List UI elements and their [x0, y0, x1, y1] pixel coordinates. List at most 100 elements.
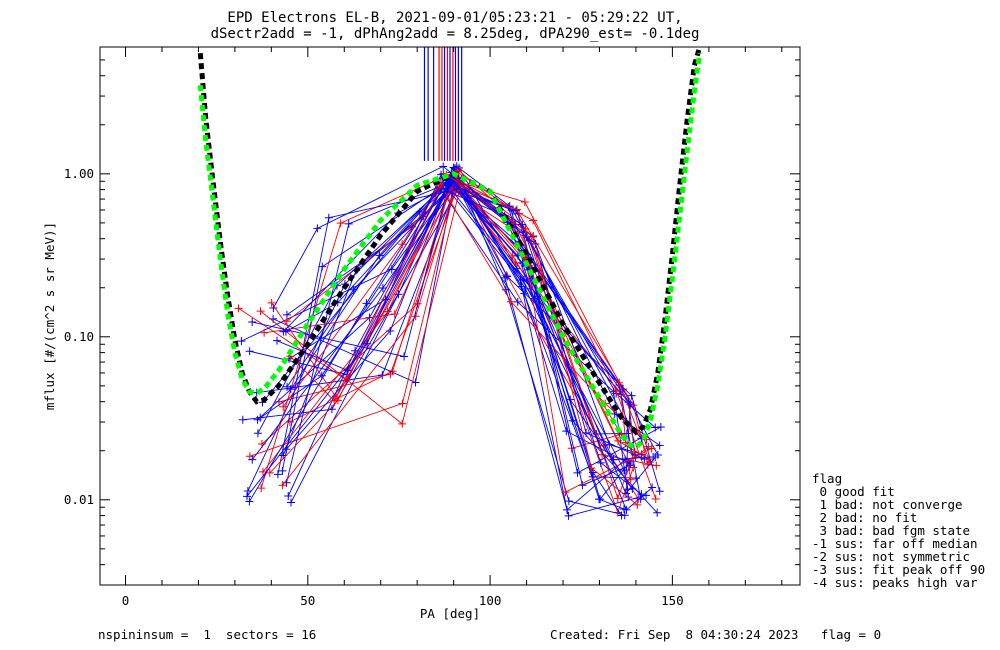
trace-point — [520, 289, 529, 298]
trace-point — [656, 422, 665, 431]
trace-point — [394, 290, 403, 299]
trace-point — [452, 162, 461, 171]
trace-point — [398, 419, 407, 428]
trace-line — [277, 188, 661, 492]
legend-item: -4 sus: peaks high var — [812, 575, 978, 590]
trace-point — [285, 417, 294, 426]
trace-line — [269, 173, 638, 506]
trace-point — [651, 423, 660, 432]
trace-point — [612, 386, 621, 395]
trace-point — [243, 492, 252, 501]
y-tick-label: 1.00 — [64, 166, 94, 181]
trace-point — [520, 197, 529, 206]
trace-point — [651, 453, 660, 462]
trace-point — [267, 298, 276, 307]
trace-line — [281, 179, 625, 510]
trace-line — [251, 183, 654, 461]
trace-point — [652, 461, 661, 470]
trace-point — [248, 455, 257, 464]
trace-point — [529, 231, 538, 240]
y-axis-label: mflux [#/(cm^2 s sr MeV)] — [42, 222, 57, 410]
trace-point — [626, 475, 635, 484]
trace-point — [573, 468, 582, 477]
chart-title: EPD Electrons EL-B, 2021-09-01/05:23:21 … — [227, 10, 682, 26]
trace-point — [644, 442, 653, 451]
trace-point — [609, 455, 618, 464]
legend-items: 0 good fit 1 bad: not converge 2 bad: no… — [812, 485, 985, 589]
trace-point — [324, 213, 333, 222]
x-tick-label: 0 — [122, 593, 130, 608]
trace-point — [627, 391, 636, 400]
x-tick-label: 150 — [661, 593, 684, 608]
trace-point — [653, 508, 662, 517]
trace-point — [622, 505, 631, 514]
trace-point — [648, 483, 657, 492]
y-tick-label: 0.10 — [64, 329, 94, 344]
trace-point — [398, 240, 407, 249]
trace-point — [243, 487, 252, 496]
trace-point — [245, 347, 254, 356]
trace-point — [655, 487, 664, 496]
trace-line — [278, 183, 622, 449]
trace-point — [313, 224, 322, 233]
trace-point — [279, 402, 288, 411]
trace-point — [336, 219, 345, 228]
trace-point — [378, 283, 387, 292]
trace-point — [647, 444, 656, 453]
trace-point — [363, 339, 372, 348]
trace-line — [286, 181, 662, 474]
trace-point — [518, 220, 527, 229]
legend: flag 0 good fit 1 bad: not converge 2 ba… — [812, 472, 985, 589]
trace-point — [362, 299, 371, 308]
trace-point — [626, 459, 635, 468]
x-axis-label: PA [deg] — [420, 606, 480, 621]
trace-point — [503, 272, 512, 281]
trace-line — [290, 167, 625, 516]
trace-line — [289, 189, 636, 500]
trace-point — [633, 500, 642, 509]
trace-point — [284, 492, 293, 501]
trace-point — [237, 337, 246, 346]
trace-line — [242, 183, 627, 435]
trace-point — [234, 304, 243, 313]
trace-point — [344, 219, 353, 228]
trace-point — [651, 495, 660, 504]
footer-left: nspininsum = 1 sectors = 16 — [98, 627, 317, 642]
trace-point — [400, 352, 409, 361]
trace-point — [265, 468, 274, 477]
trace-point — [273, 336, 282, 345]
trace-point — [343, 366, 352, 375]
trace-point — [624, 398, 633, 407]
trace-point — [273, 470, 282, 479]
trace-point — [566, 395, 575, 404]
legend-item: 3 bad: bad fgm state — [812, 523, 971, 538]
trace-point — [245, 497, 254, 506]
trace-line — [260, 184, 652, 493]
trace-point — [455, 166, 464, 175]
trace-point — [561, 488, 570, 497]
legend-item: 1 bad: not converge — [812, 497, 963, 512]
fit-curve-green — [197, 52, 703, 451]
trace-point — [386, 326, 395, 335]
axis-ticks: 0 50 100 150 0.01 0.10 1.00 — [64, 46, 800, 608]
trace-point — [333, 396, 342, 405]
trace-point — [286, 498, 295, 507]
trace-point — [617, 511, 626, 520]
trace-line — [272, 185, 642, 500]
trace-point — [622, 429, 631, 438]
trace-line — [249, 181, 626, 511]
trace-line — [276, 175, 645, 460]
trace-point — [248, 318, 257, 327]
footer-right: Created: Fri Sep 8 04:30:24 2023 flag = … — [550, 627, 882, 642]
trace-point — [655, 441, 664, 450]
trace-point — [645, 457, 654, 466]
trace-point — [398, 399, 407, 408]
trace-line — [282, 183, 647, 440]
trace-point — [439, 162, 448, 171]
trace-point — [628, 484, 637, 493]
trace-point — [253, 415, 262, 424]
trace-point — [411, 378, 420, 387]
trace-point — [615, 378, 624, 387]
trace-point — [281, 327, 290, 336]
